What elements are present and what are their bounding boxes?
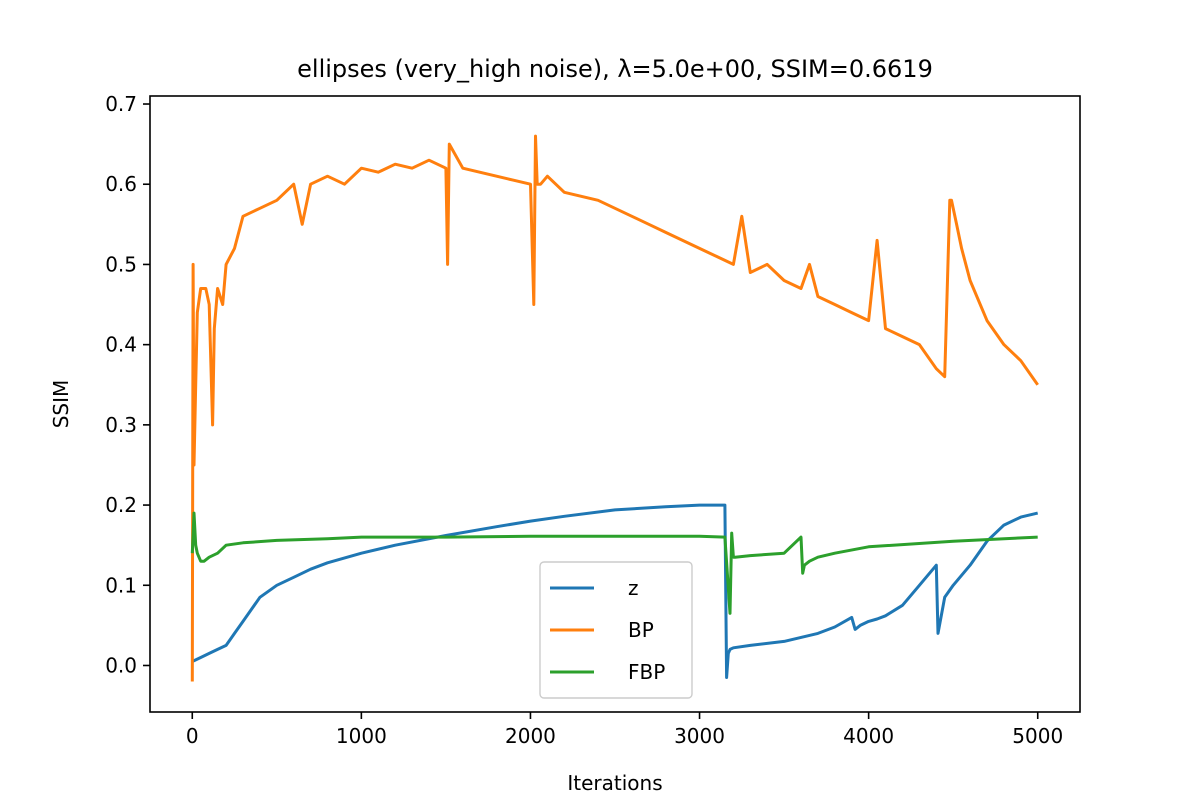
y-tick-label: 0.1 — [105, 573, 137, 597]
series-lines — [190, 134, 1039, 682]
legend-label-bp: BP — [628, 618, 654, 642]
series-line-fbp — [190, 511, 1038, 615]
plot-area — [149, 95, 1081, 713]
y-tick-label: 0.6 — [105, 172, 137, 196]
chart-title: ellipses (very_high noise), λ=5.0e+00, S… — [297, 55, 933, 83]
x-tick-label: 2000 — [505, 724, 556, 748]
y-tick-label: 0.4 — [105, 333, 137, 357]
x-axis-label: Iterations — [567, 771, 662, 795]
y-tick-label: 0.0 — [105, 653, 137, 677]
x-tick-label: 0 — [186, 724, 199, 748]
y-tick-label: 0.2 — [105, 493, 137, 517]
y-tick-label: 0.3 — [105, 413, 137, 437]
legend-box — [539, 561, 693, 699]
y-tick-label: 0.7 — [105, 92, 137, 116]
x-tick-label: 5000 — [1012, 724, 1063, 748]
x-tick-label: 1000 — [336, 724, 387, 748]
series-line-bp — [190, 134, 1039, 682]
y-axis-label: SSIM — [49, 380, 73, 429]
y-tick-label: 0.5 — [105, 252, 137, 276]
legend-label-z: z — [628, 576, 639, 600]
legend-label-fbp: FBP — [628, 660, 665, 684]
x-tick-label: 3000 — [674, 724, 725, 748]
x-tick-label: 4000 — [843, 724, 894, 748]
series-line-z — [191, 503, 1039, 679]
legend: z BP FBP — [539, 561, 693, 699]
x-axis-ticks: 0 1000 2000 3000 4000 5000 — [186, 712, 1063, 748]
y-axis-ticks: 0.0 0.1 0.2 0.3 0.4 0.5 0.6 0.7 — [105, 92, 150, 677]
